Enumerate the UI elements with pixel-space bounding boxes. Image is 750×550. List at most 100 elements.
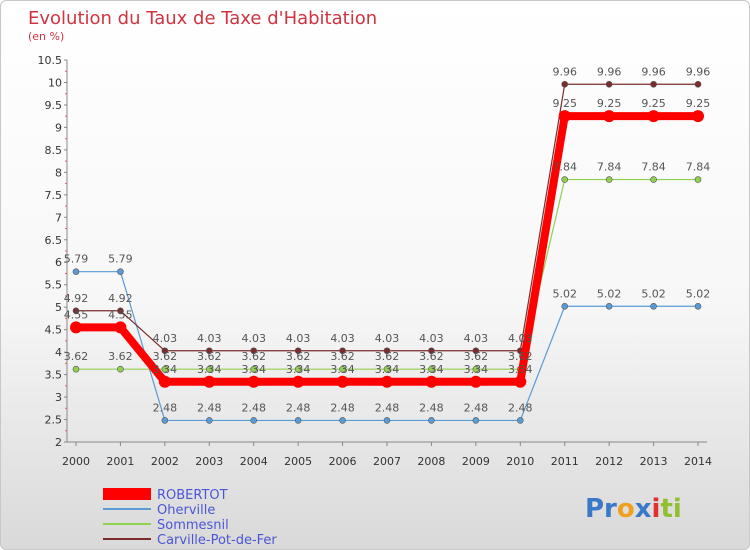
proxiti-logo: Proxiti: [585, 494, 682, 524]
logo-part: o: [617, 494, 635, 524]
data-label: 4.03: [286, 332, 311, 345]
legend-label: Sommesnil: [157, 518, 229, 533]
x-tick-label: 2004: [240, 455, 268, 468]
data-point: [339, 347, 346, 355]
x-tick-label: 2002: [151, 455, 179, 468]
data-label: 5.02: [552, 287, 577, 300]
data-point: [336, 375, 349, 388]
data-label: 7.84: [641, 161, 666, 174]
data-point: [383, 417, 391, 424]
data-point: [205, 417, 213, 424]
y-tick-label: 8: [55, 166, 62, 179]
data-label: 3.34: [153, 363, 178, 376]
data-label: 9.25: [641, 97, 666, 110]
data-label: 3.62: [197, 350, 222, 363]
data-point: [72, 307, 80, 315]
data-label: 9.25: [552, 97, 577, 110]
data-point: [605, 176, 613, 183]
data-label: 3.62: [64, 350, 89, 363]
data-point: [292, 375, 305, 388]
data-point: [428, 417, 435, 424]
logo-part: ti: [660, 494, 681, 524]
data-point: [161, 347, 169, 355]
data-point: [694, 176, 702, 183]
data-point: [561, 80, 569, 88]
data-point: [647, 110, 660, 123]
data-label: 3.34: [241, 363, 266, 376]
data-label: 9.96: [597, 65, 622, 78]
x-tick-label: 2007: [373, 455, 401, 468]
data-label: 3.62: [108, 350, 133, 363]
data-label: 3.34: [464, 363, 489, 376]
data-point: [650, 176, 657, 183]
x-tick-label: 2005: [284, 455, 312, 468]
data-point: [650, 302, 657, 310]
x-tick-label: 2009: [462, 455, 490, 468]
data-label: 5.02: [641, 287, 666, 300]
y-tick-label: 4: [55, 346, 62, 359]
data-point: [514, 375, 527, 388]
data-point: [381, 375, 393, 388]
data-label: 2.48: [153, 401, 178, 414]
data-point: [70, 321, 82, 334]
data-point: [472, 365, 480, 373]
data-label: 4.03: [464, 332, 489, 345]
legend-label: ROBERTOT: [157, 488, 228, 503]
data-label: 2.48: [330, 401, 355, 414]
y-tick-label: 7: [55, 211, 62, 224]
data-label: 4.03: [419, 332, 444, 345]
y-tick-label: 6: [55, 256, 62, 269]
y-tick-label: 8.5: [45, 144, 63, 157]
data-point: [472, 347, 480, 355]
data-label: 2.48: [286, 401, 311, 414]
logo-part: x: [635, 494, 652, 524]
data-label: 4.03: [375, 332, 400, 345]
data-label: 2.48: [241, 401, 266, 414]
data-point: [425, 375, 438, 388]
legend: ROBERTOTOhervilleSommesnilCarville-Pot-d…: [103, 488, 277, 548]
data-point: [294, 347, 302, 355]
data-label: 3.62: [508, 350, 533, 363]
data-label: 4.03: [330, 332, 355, 345]
data-label: 5.79: [64, 253, 89, 266]
y-tick-label: 9: [55, 121, 62, 134]
data-label: 9.96: [641, 65, 666, 78]
data-label: 3.34: [419, 363, 444, 376]
data-label: 9.96: [686, 65, 711, 78]
y-tick-label: 3.5: [45, 369, 63, 382]
data-point: [561, 176, 569, 183]
data-point: [114, 321, 127, 334]
data-point: [650, 80, 657, 88]
data-point: [205, 347, 213, 355]
data-point: [694, 302, 702, 310]
x-tick-label: 2012: [595, 455, 623, 468]
data-label: 5.02: [597, 287, 622, 300]
data-label: 3.62: [464, 350, 489, 363]
data-label: 3.62: [375, 350, 400, 363]
axes: 22.533.544.555.566.577.588.599.51010.520…: [38, 54, 713, 468]
data-label: 3.34: [375, 363, 400, 376]
y-tick-label: 5.5: [45, 279, 63, 292]
data-label: 5.02: [686, 287, 711, 300]
data-point: [603, 110, 616, 123]
data-label: 3.62: [241, 350, 266, 363]
data-label: 9.25: [686, 97, 711, 110]
x-tick-label: 2000: [62, 455, 90, 468]
y-tick-label: 4.5: [45, 324, 63, 337]
y-tick-label: 6.5: [45, 234, 63, 247]
data-label: 7.84: [552, 161, 577, 174]
data-label: 4.55: [64, 308, 89, 321]
data-label: 3.34: [197, 363, 222, 376]
series-layer: 4.55 4.55 3.34 3.34 3.34 3.34 3.34 3.34 3.34 3.34…: [64, 65, 711, 424]
y-tick-label: 10.5: [38, 54, 63, 67]
legend-label: Oherville: [157, 503, 215, 518]
data-label: 4.92: [108, 292, 133, 305]
x-tick-label: 2013: [640, 455, 668, 468]
data-label: 4.92: [64, 292, 89, 305]
y-tick-label: 7.5: [45, 189, 63, 202]
data-label: 3.34: [286, 363, 311, 376]
data-label: 2.48: [464, 401, 489, 414]
data-label: 3.62: [330, 350, 355, 363]
data-point: [205, 365, 213, 373]
y-tick-label: 2.5: [45, 414, 63, 427]
